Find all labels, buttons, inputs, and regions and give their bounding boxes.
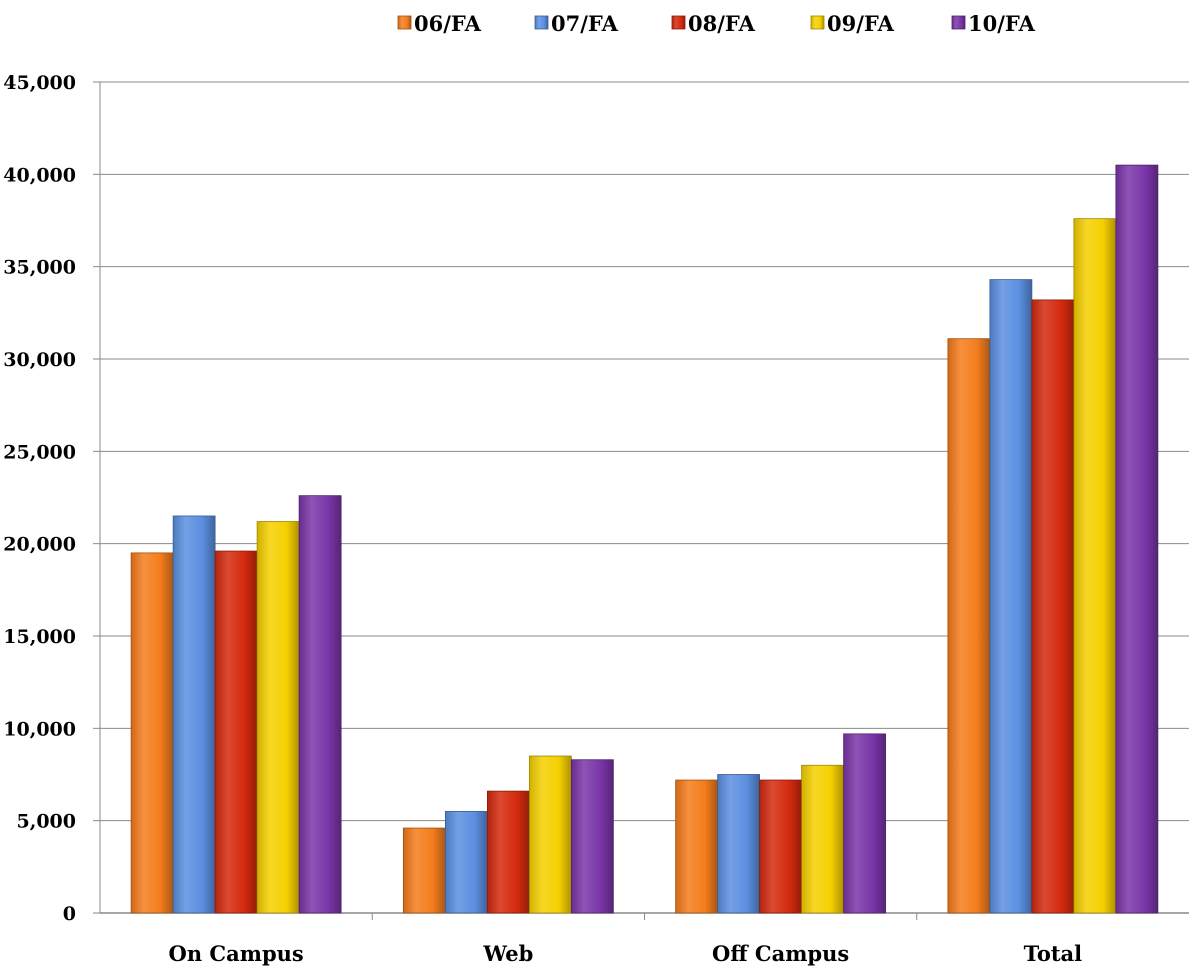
bar-07-fa-on-campus bbox=[172, 515, 216, 914]
legend: 06/FA 07/FA 08/FA 09/FA 10/FA bbox=[397, 11, 1036, 36]
category-labels: On Campus Web Off Campus Total bbox=[169, 941, 1083, 966]
bars bbox=[130, 164, 1159, 914]
bar-09-fa-web bbox=[528, 755, 572, 914]
bar-08-fa-off-campus bbox=[759, 779, 803, 914]
y-tick-label: 0 bbox=[63, 903, 76, 925]
legend-item: 09/FA bbox=[810, 11, 895, 36]
legend-swatch bbox=[951, 15, 966, 30]
legend-swatch bbox=[397, 15, 412, 30]
bar-08-fa-on-campus bbox=[214, 550, 258, 914]
legend-item: 06/FA bbox=[397, 11, 482, 36]
bar-06-fa-off-campus bbox=[675, 779, 719, 914]
legend-swatch bbox=[534, 15, 549, 30]
legend-label: 08/FA bbox=[688, 11, 756, 36]
y-tick-label: 25,000 bbox=[3, 441, 76, 463]
bar-09-fa-on-campus bbox=[256, 521, 300, 914]
y-tick-label: 20,000 bbox=[3, 534, 76, 556]
bar-08-fa-total bbox=[1031, 299, 1075, 914]
bar-06-fa-total bbox=[947, 338, 991, 914]
legend-swatch bbox=[810, 15, 825, 30]
bar-08-fa-web bbox=[486, 790, 530, 914]
bar-10-fa-total bbox=[1115, 164, 1159, 914]
y-tick-label: 40,000 bbox=[3, 164, 76, 186]
legend-label: 06/FA bbox=[414, 11, 482, 36]
legend-swatch bbox=[671, 15, 686, 30]
legend-item: 08/FA bbox=[671, 11, 756, 36]
bar-06-fa-on-campus bbox=[130, 552, 174, 914]
legend-label: 10/FA bbox=[968, 11, 1036, 36]
bar-07-fa-off-campus bbox=[717, 774, 761, 914]
bar-06-fa-web bbox=[402, 827, 446, 914]
bar-09-fa-total bbox=[1073, 218, 1117, 914]
bar-09-fa-off-campus bbox=[801, 764, 845, 914]
bar-07-fa-web bbox=[444, 811, 488, 914]
x-category-label: Total bbox=[1024, 941, 1083, 966]
legend-label: 09/FA bbox=[827, 11, 895, 36]
x-category-label: Off Campus bbox=[712, 941, 849, 966]
y-tick-label: 15,000 bbox=[3, 626, 76, 648]
axes: 0 5,000 10,000 15,000 20,000 25,000 30,000 35,0… bbox=[3, 72, 1189, 925]
bar-10-fa-off-campus bbox=[843, 733, 887, 914]
x-category-label: Web bbox=[482, 941, 533, 966]
legend-item: 07/FA bbox=[534, 11, 619, 36]
y-tick-label: 45,000 bbox=[3, 72, 76, 94]
legend-item: 10/FA bbox=[951, 11, 1036, 36]
bar-10-fa-web bbox=[570, 759, 614, 914]
y-tick-label: 30,000 bbox=[3, 349, 76, 371]
y-tick-label: 5,000 bbox=[17, 811, 77, 833]
y-tick-label: 35,000 bbox=[3, 257, 76, 279]
y-tick-label: 10,000 bbox=[3, 718, 76, 740]
x-category-label: On Campus bbox=[169, 941, 304, 966]
legend-label: 07/FA bbox=[551, 11, 619, 36]
bar-10-fa-on-campus bbox=[298, 495, 342, 914]
bar-07-fa-total bbox=[989, 279, 1033, 914]
